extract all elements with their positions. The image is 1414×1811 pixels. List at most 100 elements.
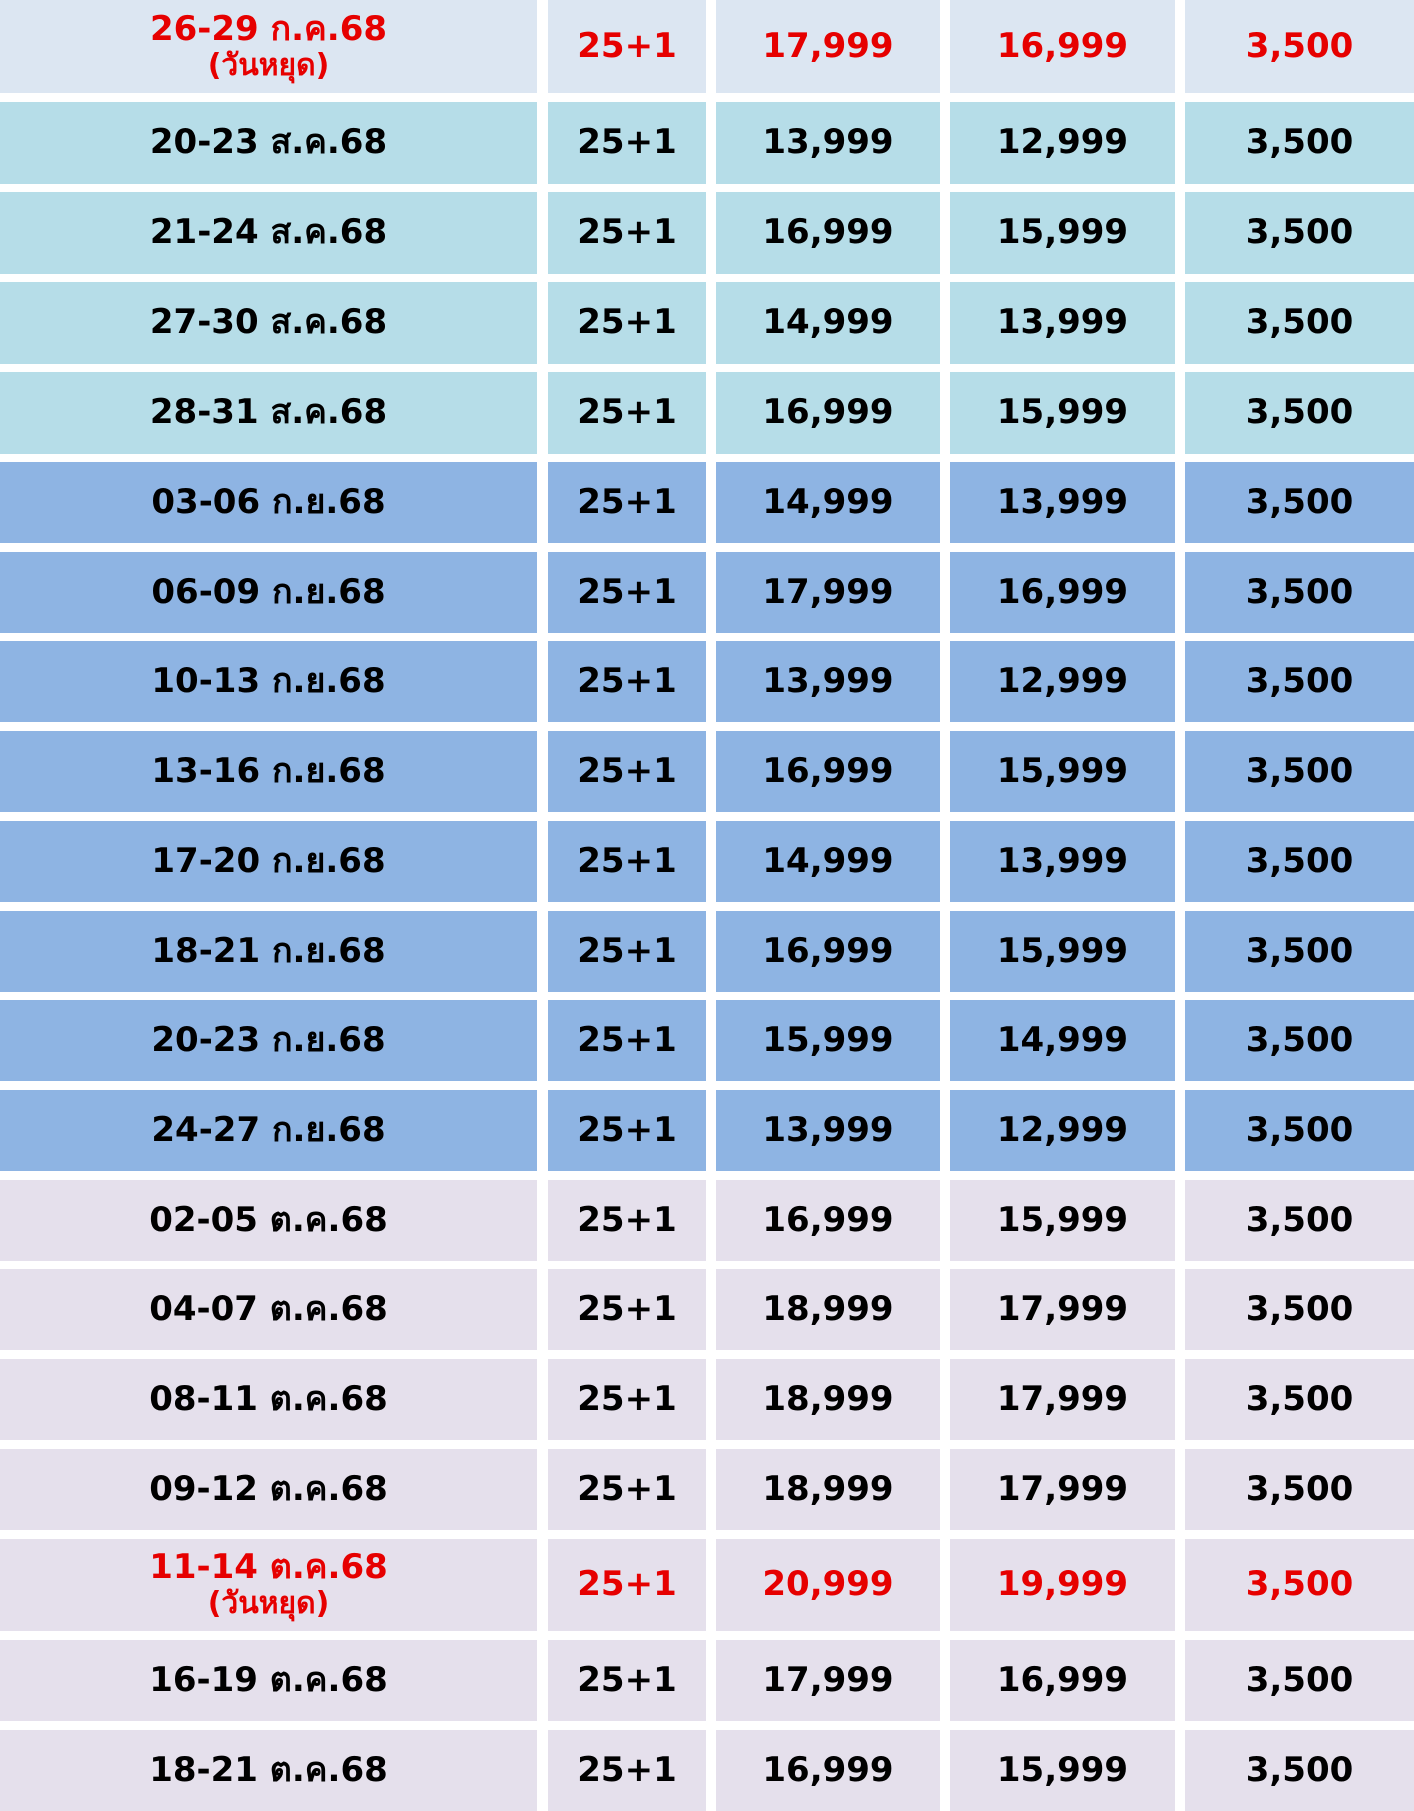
travel-period: 09-12 ต.ค.68 [0, 1449, 537, 1530]
travel-period-text: 06-09 ก.ย.68 [151, 571, 386, 612]
price-cell-3: 3,500 [1185, 1640, 1414, 1721]
travel-period: 27-30 ส.ค.68 [0, 282, 537, 364]
price-cell-2: 13,999 [950, 821, 1175, 902]
price-cell-1: 16,999 [716, 731, 940, 812]
table-row: 08-11 ต.ค.68 25+1 18,999 17,999 3,500 [0, 1359, 1414, 1440]
seats-cell-text: 25+1 [577, 212, 677, 253]
price-cell-3-text: 3,500 [1245, 571, 1354, 612]
seats-cell-text: 25+1 [577, 840, 677, 881]
price-cell-1: 16,999 [716, 1730, 940, 1811]
price-cell-3-text: 3,500 [1245, 1564, 1354, 1605]
price-cell-1-text: 20,999 [762, 1564, 894, 1605]
price-cell-1-text: 14,999 [762, 481, 894, 522]
price-cell-2-text: 16,999 [996, 25, 1129, 66]
travel-period: 24-27 ก.ย.68 [0, 1090, 537, 1171]
price-cell-1-text: 13,999 [762, 1109, 894, 1150]
seats-cell-text: 25+1 [577, 571, 677, 612]
holiday-note: (วันหยุด) [207, 1586, 330, 1622]
price-cell-2: 17,999 [950, 1359, 1175, 1440]
table-row: 28-31 ส.ค.68 25+1 16,999 15,999 3,500 [0, 372, 1414, 454]
price-cell-2: 17,999 [950, 1449, 1175, 1530]
travel-period: 06-09 ก.ย.68 [0, 552, 537, 633]
seats-cell: 25+1 [548, 1730, 706, 1811]
table-row: 04-07 ต.ค.68 25+1 18,999 17,999 3,500 [0, 1269, 1414, 1350]
table-row: 18-21 ก.ย.68 25+1 16,999 15,999 3,500 [0, 911, 1414, 992]
price-cell-2-text: 13,999 [996, 840, 1129, 881]
price-cell-3-text: 3,500 [1245, 1659, 1354, 1700]
seats-cell-text: 25+1 [577, 481, 677, 522]
travel-period: 18-21 ก.ย.68 [0, 911, 537, 992]
price-cell-3: 3,500 [1185, 1000, 1414, 1081]
price-cell-3-text: 3,500 [1245, 212, 1354, 253]
table-row: 09-12 ต.ค.68 25+1 18,999 17,999 3,500 [0, 1449, 1414, 1530]
price-cell-2: 13,999 [950, 282, 1175, 364]
price-cell-2-text: 17,999 [996, 1378, 1129, 1419]
seats-cell-text: 25+1 [577, 392, 677, 433]
price-cell-2-text: 13,999 [996, 481, 1129, 522]
price-cell-3-text: 3,500 [1245, 302, 1354, 343]
table-row: 02-05 ต.ค.68 25+1 16,999 15,999 3,500 [0, 1180, 1414, 1261]
seats-cell-text: 25+1 [577, 25, 677, 66]
seats-cell: 25+1 [548, 821, 706, 902]
seats-cell-text: 25+1 [577, 1019, 677, 1060]
seats-cell: 25+1 [548, 372, 706, 454]
price-cell-2: 15,999 [950, 911, 1175, 992]
travel-period-text: 21-24 ส.ค.68 [149, 212, 388, 253]
seats-cell: 25+1 [548, 0, 706, 93]
travel-period-text: 27-30 ส.ค.68 [149, 302, 388, 343]
seats-cell-text: 25+1 [577, 1109, 677, 1150]
price-cell-1-text: 16,999 [762, 1199, 894, 1240]
table-row: 26-29 ก.ค.68 (วันหยุด) 25+1 17,999 16,999 3,5… [0, 0, 1414, 93]
travel-period-text: 24-27 ก.ย.68 [151, 1109, 386, 1150]
price-cell-2-text: 15,999 [996, 930, 1129, 971]
seats-cell: 25+1 [548, 1090, 706, 1171]
price-cell-2-text: 15,999 [996, 750, 1129, 791]
price-cell-1-text: 13,999 [762, 660, 894, 701]
table-row: 20-23 ก.ย.68 25+1 15,999 14,999 3,500 [0, 1000, 1414, 1081]
seats-cell-text: 25+1 [577, 930, 677, 971]
price-cell-1-text: 17,999 [762, 571, 894, 612]
price-cell-1: 20,999 [716, 1539, 940, 1631]
price-cell-2-text: 12,999 [996, 660, 1129, 701]
price-cell-2-text: 14,999 [996, 1019, 1129, 1060]
price-cell-3-text: 3,500 [1245, 660, 1354, 701]
price-cell-1: 18,999 [716, 1359, 940, 1440]
travel-period-text: 20-23 ส.ค.68 [149, 122, 388, 163]
price-cell-2: 16,999 [950, 1640, 1175, 1721]
price-cell-2-text: 15,999 [996, 1749, 1129, 1790]
price-cell-2: 19,999 [950, 1539, 1175, 1631]
price-cell-1: 13,999 [716, 102, 940, 184]
price-cell-2-text: 15,999 [996, 1199, 1129, 1240]
travel-period: 17-20 ก.ย.68 [0, 821, 537, 902]
seats-cell: 25+1 [548, 1180, 706, 1261]
seats-cell: 25+1 [548, 1000, 706, 1081]
price-cell-3: 3,500 [1185, 1539, 1414, 1631]
price-cell-3: 3,500 [1185, 1180, 1414, 1261]
price-cell-1-text: 16,999 [762, 212, 894, 253]
travel-period: 04-07 ต.ค.68 [0, 1269, 537, 1350]
table-row: 20-23 ส.ค.68 25+1 13,999 12,999 3,500 [0, 102, 1414, 184]
price-cell-3-text: 3,500 [1245, 840, 1354, 881]
price-cell-3: 3,500 [1185, 1359, 1414, 1440]
seats-cell: 25+1 [548, 911, 706, 992]
table-row: 11-14 ต.ค.68 (วันหยุด) 25+1 20,999 19,999 3,5… [0, 1539, 1414, 1631]
price-cell-1: 13,999 [716, 1090, 940, 1171]
travel-period-text: 13-16 ก.ย.68 [151, 750, 386, 791]
table-row: 16-19 ต.ค.68 25+1 17,999 16,999 3,500 [0, 1640, 1414, 1721]
price-cell-1: 15,999 [716, 1000, 940, 1081]
price-cell-3-text: 3,500 [1245, 25, 1354, 66]
price-cell-2: 16,999 [950, 552, 1175, 633]
travel-period-text: 10-13 ก.ย.68 [151, 660, 386, 701]
travel-period-text: 17-20 ก.ย.68 [151, 840, 386, 881]
price-cell-1: 14,999 [716, 282, 940, 364]
seats-cell: 25+1 [548, 1539, 706, 1631]
table-row: 06-09 ก.ย.68 25+1 17,999 16,999 3,500 [0, 552, 1414, 633]
seats-cell-text: 25+1 [577, 1378, 677, 1419]
price-cell-1-text: 17,999 [762, 25, 894, 66]
price-cell-3-text: 3,500 [1245, 1019, 1354, 1060]
price-cell-3-text: 3,500 [1245, 1199, 1354, 1240]
seats-cell: 25+1 [548, 282, 706, 364]
price-cell-1: 17,999 [716, 0, 940, 93]
price-cell-3-text: 3,500 [1245, 1378, 1354, 1419]
price-cell-3-text: 3,500 [1245, 122, 1354, 163]
